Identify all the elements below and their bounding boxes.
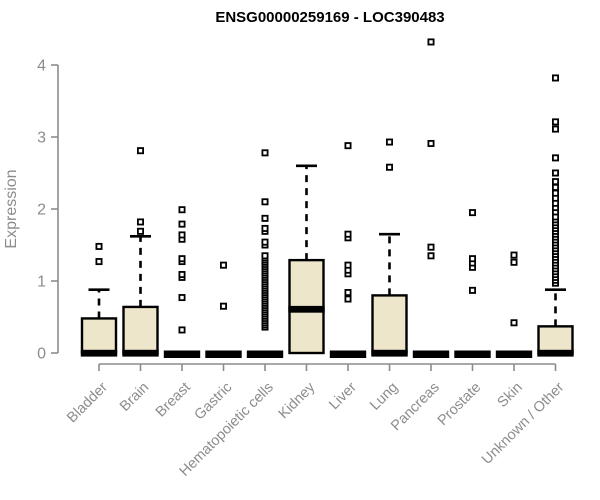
outlier-point-hematopoietic-cells: [261, 224, 269, 232]
outlier-point-pancreas: [427, 38, 435, 46]
median-bladder: [80, 349, 118, 357]
outlier-point-gastric: [219, 302, 227, 310]
outlier-point-breast: [178, 326, 186, 334]
outlier-point-brain: [136, 218, 144, 226]
outlier-point-hematopoietic-cells: [261, 198, 269, 206]
outlier-point-breast: [178, 206, 186, 214]
outlier-point-skin: [510, 251, 518, 259]
x-tick-label-brain: Brain: [117, 380, 152, 415]
outlier-point-unknown-other: [552, 189, 560, 197]
outlier-point-breast: [178, 294, 186, 302]
outlier-point-bladder: [95, 242, 103, 250]
median-lung: [371, 349, 408, 357]
outlier-point-liver: [344, 295, 352, 303]
outlier-point-hematopoietic-cells: [261, 214, 269, 222]
box-liver: [329, 350, 367, 358]
x-tick-label-bladder: Bladder: [64, 379, 111, 426]
outlier-point-lung: [385, 138, 393, 146]
outlier-point-unknown-other: [552, 154, 560, 162]
y-tick-label: 0: [37, 346, 46, 363]
outlier-point-prostate: [468, 209, 476, 217]
x-tick-label-kidney: Kidney: [276, 379, 319, 422]
chart-title: ENSG00000259169 - LOC390483: [215, 9, 444, 26]
y-axis-label: Expression: [3, 169, 20, 248]
outlier-point-breast: [178, 231, 186, 239]
x-tick-label-liver: Liver: [326, 379, 360, 413]
median-unknown-other: [537, 349, 574, 357]
median-kidney: [288, 305, 325, 313]
y-tick-label: 1: [37, 274, 46, 291]
box-lung: [371, 294, 408, 355]
outlier-point-breast: [178, 255, 186, 263]
y-tick-label: 2: [37, 202, 46, 219]
outlier-point-unknown-other: [552, 169, 560, 177]
box-skin: [495, 350, 533, 358]
outlier-point-liver: [344, 230, 352, 238]
outlier-point-pancreas: [427, 252, 435, 260]
outlier-point-hematopoietic-cells: [261, 238, 269, 246]
y-tick-label: 4: [37, 58, 46, 75]
median-brain: [122, 349, 159, 357]
outlier-point-prostate: [468, 286, 476, 294]
outlier-point-unknown-other: [552, 183, 560, 191]
x-tick-label-prostate: Prostate: [435, 380, 484, 429]
box-brain: [122, 305, 159, 355]
y-tick-label: 3: [37, 130, 46, 147]
outlier-point-unknown-other: [552, 118, 560, 126]
box-bladder: [80, 317, 118, 355]
box-gastric: [205, 350, 242, 358]
outlier-point-unknown-other: [552, 125, 560, 133]
box-hematopoietic-cells: [246, 350, 284, 358]
outlier-point-liver: [344, 261, 352, 269]
x-tick-label-skin: Skin: [495, 380, 526, 411]
box-pancreas: [412, 350, 450, 358]
outlier-point-skin: [510, 258, 518, 266]
x-tick-label-breast: Breast: [153, 380, 194, 421]
outlier-point-pancreas: [427, 243, 435, 251]
outlier-point-hematopoietic-cells: [261, 252, 269, 260]
box-prostate: [454, 350, 491, 358]
box-breast: [163, 350, 201, 358]
outlier-point-liver: [344, 142, 352, 150]
outlier-point-skin: [510, 319, 518, 327]
outlier-point-hematopoietic-cells: [261, 149, 269, 157]
x-tick-label-lung: Lung: [367, 380, 401, 414]
box-unknown-other: [537, 325, 574, 355]
outlier-point-breast: [178, 220, 186, 228]
outlier-point-lung: [385, 163, 393, 171]
outlier-point-bladder: [95, 258, 103, 266]
outlier-point-brain: [136, 227, 144, 235]
outlier-point-breast: [178, 271, 186, 279]
outlier-point-liver: [344, 289, 352, 297]
outlier-point-gastric: [219, 261, 227, 269]
outlier-point-pancreas: [427, 139, 435, 147]
outlier-point-unknown-other: [552, 74, 560, 82]
outlier-point-unknown-other: [552, 178, 560, 186]
outlier-point-brain: [136, 147, 144, 155]
outlier-point-prostate: [468, 255, 476, 263]
